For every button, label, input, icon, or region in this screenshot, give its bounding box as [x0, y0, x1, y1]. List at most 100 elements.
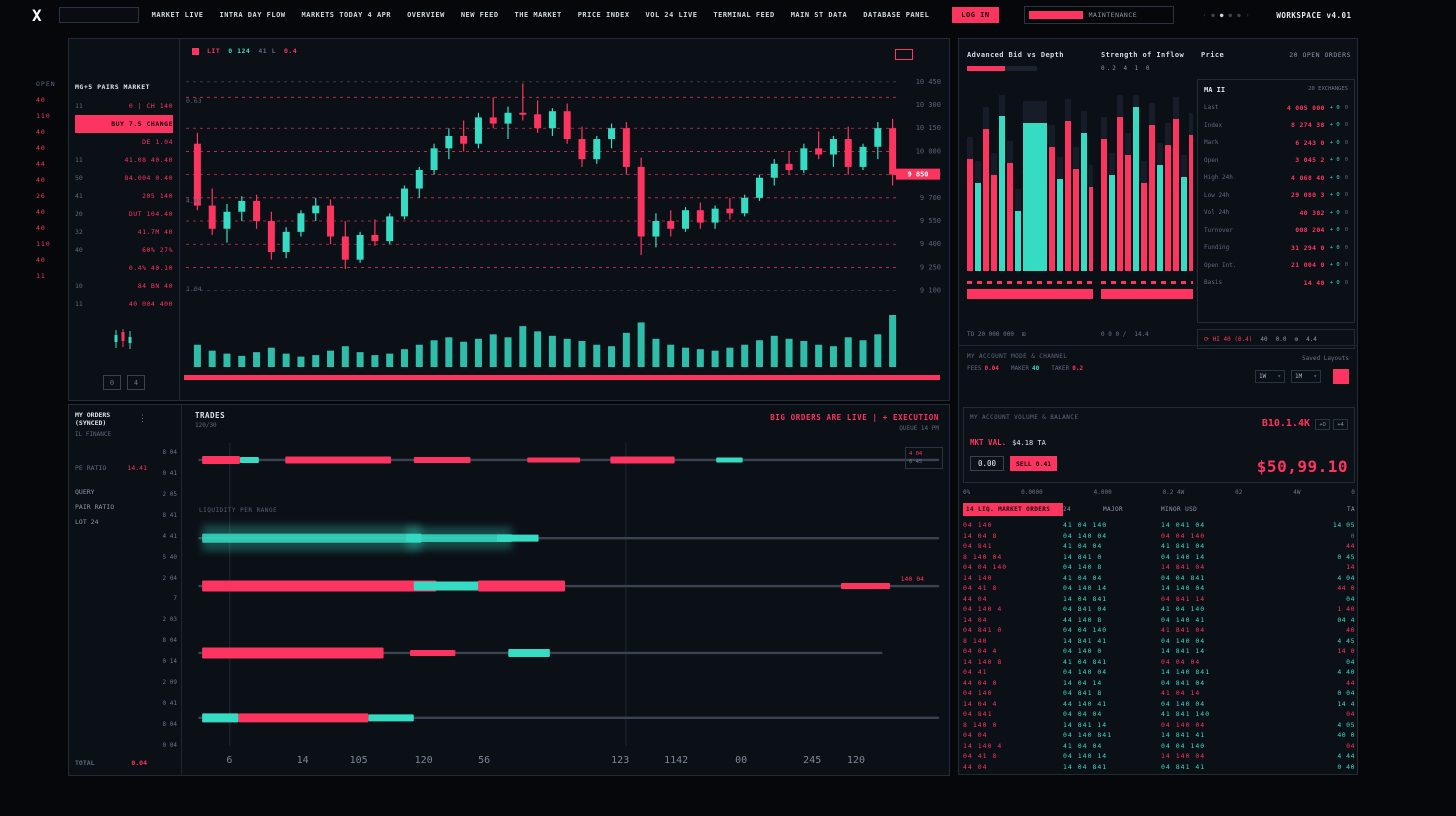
table-row[interactable]: 14 04 44 140 8 04 140 41 04 4 — [963, 615, 1355, 626]
detail-row[interactable]: Open 3 045 2 + 0 0 — [1204, 152, 1348, 170]
nav-item[interactable]: DATABASE PANEL — [863, 11, 930, 19]
table-row[interactable]: 04 04 140 04 140 8 14 841 04 14 — [963, 562, 1355, 573]
table-row[interactable]: 04 41 8 04 140 14 14 140 04 44 0 — [963, 583, 1355, 594]
detail-row[interactable]: Funding 31 294 0 + 0 0 — [1204, 239, 1348, 257]
pager-dot[interactable]: ● — [1211, 11, 1215, 19]
login-button[interactable]: LOG IN — [952, 7, 999, 23]
toolbar-item[interactable]: ⟳ HI 40 (0.4) — [1204, 335, 1253, 343]
table-row[interactable]: 8 140 04 14 841 0 04 140 14 0 45 — [963, 552, 1355, 563]
detail-row[interactable]: Basis 14 40 + 0 0 — [1204, 274, 1348, 292]
watchlist-row[interactable]: 0.4% 40.10 — [75, 259, 173, 277]
expand-chart-button[interactable] — [895, 49, 913, 60]
watchlist-row[interactable]: 11 40 004 400 — [75, 295, 173, 313]
table-row[interactable]: 14 04 4 44 140 41 04 140 04 14 4 — [963, 699, 1355, 710]
nav-item[interactable]: OVERVIEW — [407, 11, 445, 19]
watchlist-row[interactable]: BUY 7.5 CHANGE — [75, 115, 173, 133]
toolbar-item[interactable]: 40 — [1260, 335, 1268, 343]
quick-action-button[interactable] — [1333, 369, 1349, 384]
detail-row[interactable]: Index 8 274 38 + 0 0 — [1204, 117, 1348, 135]
table-row[interactable]: 04 140 4 04 841 04 41 04 140 1 40 — [963, 604, 1355, 615]
pager-dot[interactable]: ● — [1228, 11, 1233, 19]
status-widget[interactable]: MAINTENANCE — [1023, 6, 1174, 24]
table-header-cell[interactable]: TA — [1346, 506, 1355, 513]
detail-row[interactable]: Open Int. 21 004 0 + 0 0 — [1204, 257, 1348, 275]
table-row[interactable]: 04 41 8 04 140 14 14 140 04 4 44 — [963, 751, 1355, 762]
order-row-label[interactable]: QUERY — [75, 487, 95, 496]
search-input[interactable] — [58, 7, 139, 23]
flow-chart[interactable]: 140 04 — [187, 443, 943, 746]
watchlist-row[interactable]: 11 41.08 40.40 — [75, 151, 173, 169]
detail-row[interactable]: Last 4 005 000 + 0 0 — [1204, 99, 1348, 117]
order-row-label[interactable]: LOT 24 — [75, 517, 99, 526]
flow-inner-label: LIQUIDITY PER RANGE — [199, 507, 278, 514]
funds-adjust-button[interactable]: +4 — [1333, 419, 1348, 430]
watchlist-tool-button[interactable]: 4 — [127, 375, 145, 390]
table-row[interactable]: 14 140 8 41 04 841 04 04 04 04 — [963, 657, 1355, 668]
nav-item[interactable]: INTRA DAY FLOW — [219, 11, 286, 19]
nav-item[interactable]: VOL 24 LIVE — [645, 11, 698, 19]
kebab-menu-icon[interactable]: ⋮ — [138, 414, 147, 424]
watchlist-row[interactable]: 11 0 | CH 140 — [75, 97, 173, 115]
table-header-cell[interactable]: 14 LIQ. MARKET ORDERS — [963, 503, 1063, 516]
pager-prev-icon[interactable]: ‹ — [1202, 11, 1207, 19]
pager-dot[interactable]: ● — [1219, 11, 1224, 19]
table-row[interactable]: 04 140 41 04 140 14 041 04 14 05 — [963, 520, 1355, 531]
nav-item[interactable]: TERMINAL FEED — [713, 11, 775, 19]
watchlist-tool-button[interactable]: 0 — [103, 375, 121, 390]
nav-item[interactable]: PRICE INDEX — [577, 11, 630, 19]
detail-row[interactable]: Low 24h 29 080 3 + 0 0 — [1204, 187, 1348, 205]
table-row[interactable]: 04 841 04 04 04 41 841 140 04 — [963, 709, 1355, 720]
table-row[interactable]: 8 140 0 14 841 14 04 140 04 4 05 — [963, 720, 1355, 731]
pager-dot[interactable]: ● — [1237, 11, 1241, 19]
detail-row[interactable]: Mark 6 243 0 + 0 0 — [1204, 134, 1348, 152]
order-row-label[interactable]: PAIR RATIO — [75, 502, 115, 511]
table-row[interactable]: 04 04 4 04 140 0 14 841 14 14 0 — [963, 646, 1355, 657]
table-row[interactable]: 14 140 41 04 04 04 04 841 4 04 — [963, 573, 1355, 584]
pager-next-icon[interactable]: › — [1245, 11, 1250, 19]
table-row[interactable]: 14 140 4 41 04 04 04 04 140 04 — [963, 741, 1355, 752]
table-row[interactable]: 04 841 0 04 04 140 41 841 04 40 — [963, 625, 1355, 636]
table-row[interactable]: 04 140 04 841 8 41 04 14 0 04 — [963, 688, 1355, 699]
table-row[interactable]: 14 04 8 04 140 04 04 04 140 0 — [963, 531, 1355, 542]
flow-banner[interactable]: BIG ORDERS ARE LIVE | + EXECUTION — [770, 413, 939, 422]
sell-button[interactable]: SELL 0.41 — [1010, 456, 1058, 471]
table-row[interactable]: 44 04 14 04 841 04 841 41 0 40 — [963, 762, 1355, 773]
layout-select[interactable]: 1W ▾ — [1255, 370, 1285, 383]
watchlist-row[interactable]: 20 DUT 104.40 — [75, 205, 173, 223]
table-row[interactable]: 04 04 04 140 841 14 841 41 40 0 — [963, 730, 1355, 741]
detail-row[interactable]: Turnover 008 204 + 0 0 — [1204, 222, 1348, 240]
nav-item[interactable]: MARKETS TODAY 4 APR — [301, 11, 392, 19]
table-row[interactable]: 44 04 0 14 04 14 04 841 04 44 — [963, 678, 1355, 689]
watchlist-row[interactable]: 41 205 140 — [75, 187, 173, 205]
table-header-cell[interactable]: MAJOR — [1103, 506, 1124, 513]
detail-flag: 0 — [1344, 244, 1348, 251]
table-row[interactable]: 04 841 41 04 04 41 841 04 44 — [963, 541, 1355, 552]
table-header-cell[interactable]: 24 — [1063, 506, 1072, 513]
nav-item[interactable]: MARKET LIVE — [151, 11, 204, 19]
watchlist-row[interactable]: 32 41.7M 40 — [75, 223, 173, 241]
quantity-input[interactable]: 0.00 — [970, 456, 1004, 471]
layout-select[interactable]: 1M ▾ — [1291, 370, 1321, 383]
nav-item[interactable]: THE MARKET — [514, 11, 562, 19]
table-row[interactable]: 44 04 14 04 841 04 841 14 04 — [963, 594, 1355, 605]
detail-row[interactable]: Vol 24h 40 382 + 0 0 — [1204, 204, 1348, 222]
funds-adjust-button[interactable]: +0 — [1315, 419, 1330, 430]
app-logo[interactable]: X — [32, 5, 42, 25]
nav-item[interactable]: NEW FEED — [460, 11, 499, 19]
watchlist-row[interactable]: 10 84 BN 40 — [75, 277, 173, 295]
nav-item[interactable]: MAIN ST DATA — [790, 11, 848, 19]
table-row[interactable]: 04 41 04 140 04 14 140 841 4 40 — [963, 667, 1355, 678]
toolbar-item[interactable]: 4.4 — [1306, 335, 1317, 343]
candlestick-chart[interactable]: 10 450 10 300 10 150 10 000 9 850 9 700 9 550 9… — [184, 63, 944, 388]
detail-label: Low 24h — [1204, 191, 1230, 199]
toolbar-item[interactable]: 0.0 — [1275, 335, 1287, 343]
table-row[interactable]: 8 140 14 841 41 04 140 04 4 45 — [963, 636, 1355, 647]
watchlist-row[interactable]: 40 60% 27% — [75, 241, 173, 259]
account-total-value: $50,99.10 — [1256, 457, 1348, 476]
watchlist-row[interactable]: 50 84.004 0.40 — [75, 169, 173, 187]
table-cell: 14 841 14 — [1063, 720, 1108, 729]
table-header-cell[interactable]: MINOR USD — [1161, 506, 1198, 513]
toolbar-item[interactable]: ⚙ — [1294, 335, 1299, 343]
watchlist-row[interactable]: DE 1.04 — [75, 133, 173, 151]
detail-row[interactable]: High 24h 4 068 40 + 0 0 — [1204, 169, 1348, 187]
